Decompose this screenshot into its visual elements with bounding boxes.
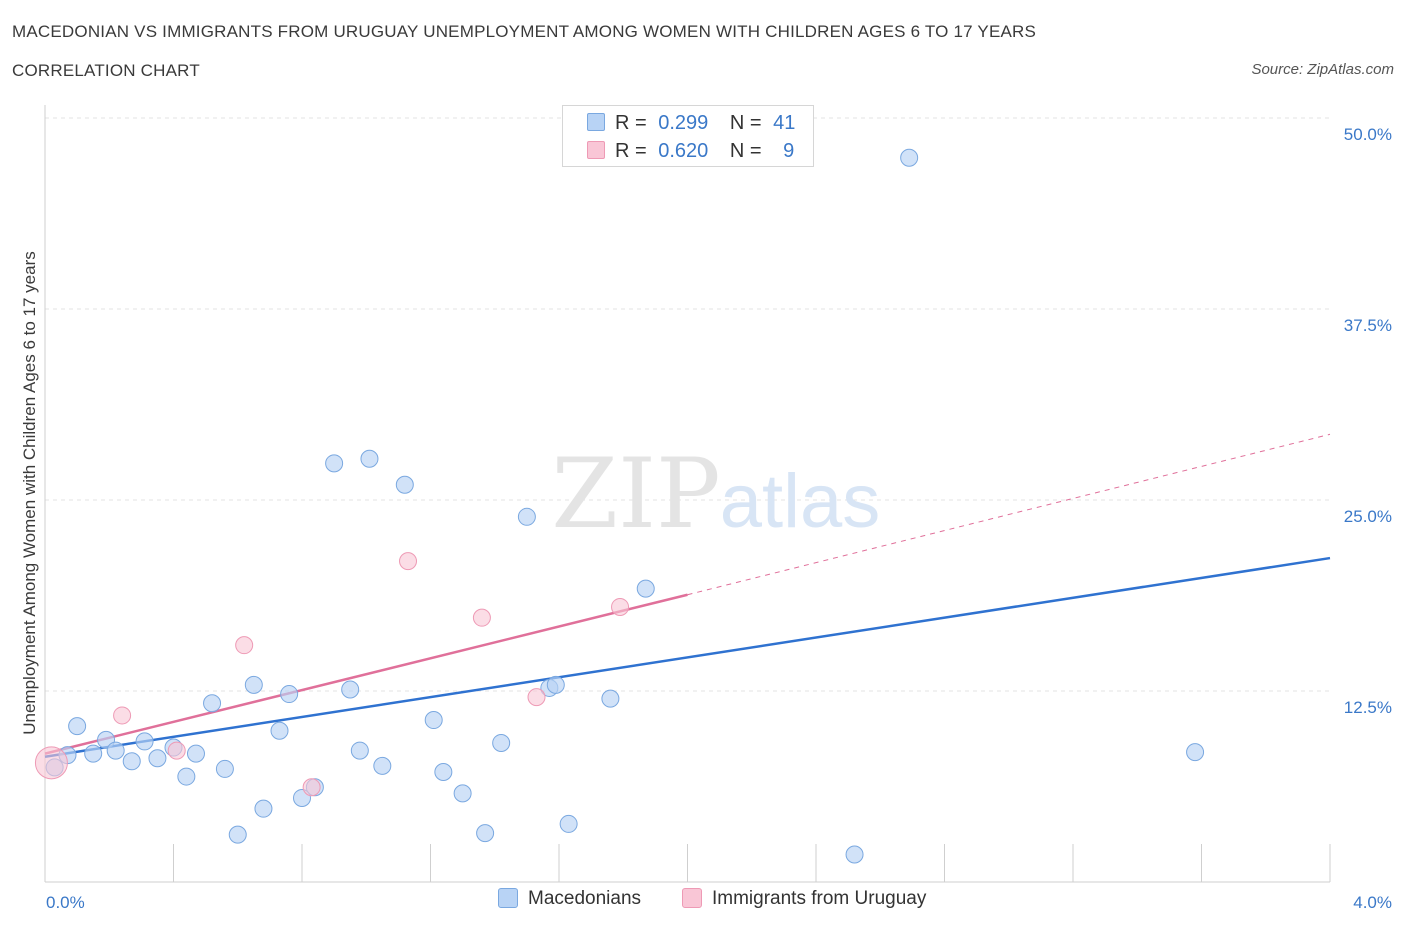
macedonians-point [517, 507, 536, 526]
uruguay-point [399, 552, 418, 571]
uruguay-trend-line [44, 593, 688, 755]
macedonians-point [1186, 743, 1205, 762]
x-tick-label: 0.0% [46, 893, 85, 912]
macedonians-point [280, 685, 299, 704]
uruguay-trend-extension [687, 433, 1331, 596]
uruguay-point [472, 608, 491, 627]
macedonians-point [148, 749, 167, 768]
uruguay-point [235, 636, 254, 655]
macedonians-trend-line [44, 556, 1331, 758]
macedonians-point [254, 799, 273, 818]
gridlines [45, 117, 1330, 692]
chart-subtitle: CORRELATION CHART [12, 61, 200, 80]
macedonians-swatch [498, 888, 518, 908]
macedonians-point [135, 732, 154, 751]
macedonians-point [546, 675, 565, 694]
uruguay-point [527, 688, 546, 707]
y-tick-label: 12.5% [1344, 698, 1392, 717]
legend-n-label: N = [729, 140, 762, 162]
macedonians-point [350, 741, 369, 760]
macedonians-point [373, 756, 392, 775]
macedonians-point [434, 762, 453, 781]
stats-legend: R = 0.299 N = 41 R = 0.620 N = 9 [562, 105, 814, 167]
uruguay-point [34, 746, 68, 780]
macedonians-point [203, 694, 222, 713]
trend-lines [44, 433, 1331, 758]
macedonians-point [559, 814, 578, 833]
uruguay-point [302, 778, 321, 797]
macedonians-point [453, 784, 472, 803]
legend-r-value: 0.299 [658, 112, 709, 134]
macedonians-point [325, 454, 344, 473]
legend-r-value: 0.620 [658, 140, 709, 162]
macedonians-point [177, 767, 196, 786]
uruguay-swatch [587, 141, 605, 159]
macedonians-point [636, 579, 655, 598]
macedonians-point [900, 148, 919, 167]
legend-r-label: R = [615, 112, 647, 134]
macedonians-swatch [587, 113, 605, 131]
tick-labels: 12.5% 25.0% 37.5% 50.0% 0.0% 4.0% [46, 125, 1392, 912]
macedonians-point [360, 449, 379, 468]
macedonians-point [395, 475, 414, 494]
legend-n-value: 41 [773, 112, 796, 134]
source-label: Source: ZipAtlas.com [1251, 61, 1394, 78]
uruguay-swatch [682, 888, 702, 908]
legend-item-uruguay: Immigrants from Uruguay [682, 888, 926, 910]
macedonians-point [228, 825, 247, 844]
y-tick-label: 50.0% [1344, 125, 1392, 144]
legend-n-label: N = [729, 112, 762, 134]
uruguay-point [611, 597, 630, 616]
legend-row-uruguay: R = 0.620 N = 9 [587, 140, 794, 164]
legend-item-label: Macedonians [528, 888, 642, 909]
watermark-zip: ZIP [551, 438, 720, 550]
data-points [34, 148, 1205, 864]
y-axis-label: Unemployment Among Women with Children A… [20, 251, 39, 735]
macedonians-point [122, 752, 141, 771]
legend-n-value: 9 [783, 140, 795, 162]
macedonians-point [341, 680, 360, 699]
legend-row-macedonians: R = 0.299 N = 41 [587, 112, 795, 136]
macedonians-point [476, 824, 495, 843]
macedonians-point [68, 717, 87, 736]
legend-r-label: R = [615, 140, 647, 162]
macedonians-point [601, 689, 620, 708]
y-tick-label: 37.5% [1344, 316, 1392, 335]
macedonians-point [106, 741, 125, 760]
watermark-atlas: atlas [720, 459, 881, 544]
macedonians-point [845, 845, 864, 864]
legend-item-label: Immigrants from Uruguay [712, 888, 927, 909]
uruguay-point [167, 741, 186, 760]
legend-item-macedonians: Macedonians [498, 888, 641, 910]
macedonians-point [244, 675, 263, 694]
x-tick-label: 4.0% [1353, 893, 1392, 912]
y-tick-label: 25.0% [1344, 507, 1392, 526]
macedonians-point [84, 744, 103, 763]
uruguay-point [113, 706, 132, 725]
chart-title: MACEDONIAN VS IMMIGRANTS FROM URUGUAY UN… [12, 22, 1037, 41]
macedonians-point [215, 759, 234, 778]
macedonians-point [186, 744, 205, 763]
macedonians-point [492, 733, 511, 752]
series-legend: Macedonians Immigrants from Uruguay [0, 888, 1406, 916]
macedonians-point [424, 711, 443, 730]
macedonians-point [270, 721, 289, 740]
